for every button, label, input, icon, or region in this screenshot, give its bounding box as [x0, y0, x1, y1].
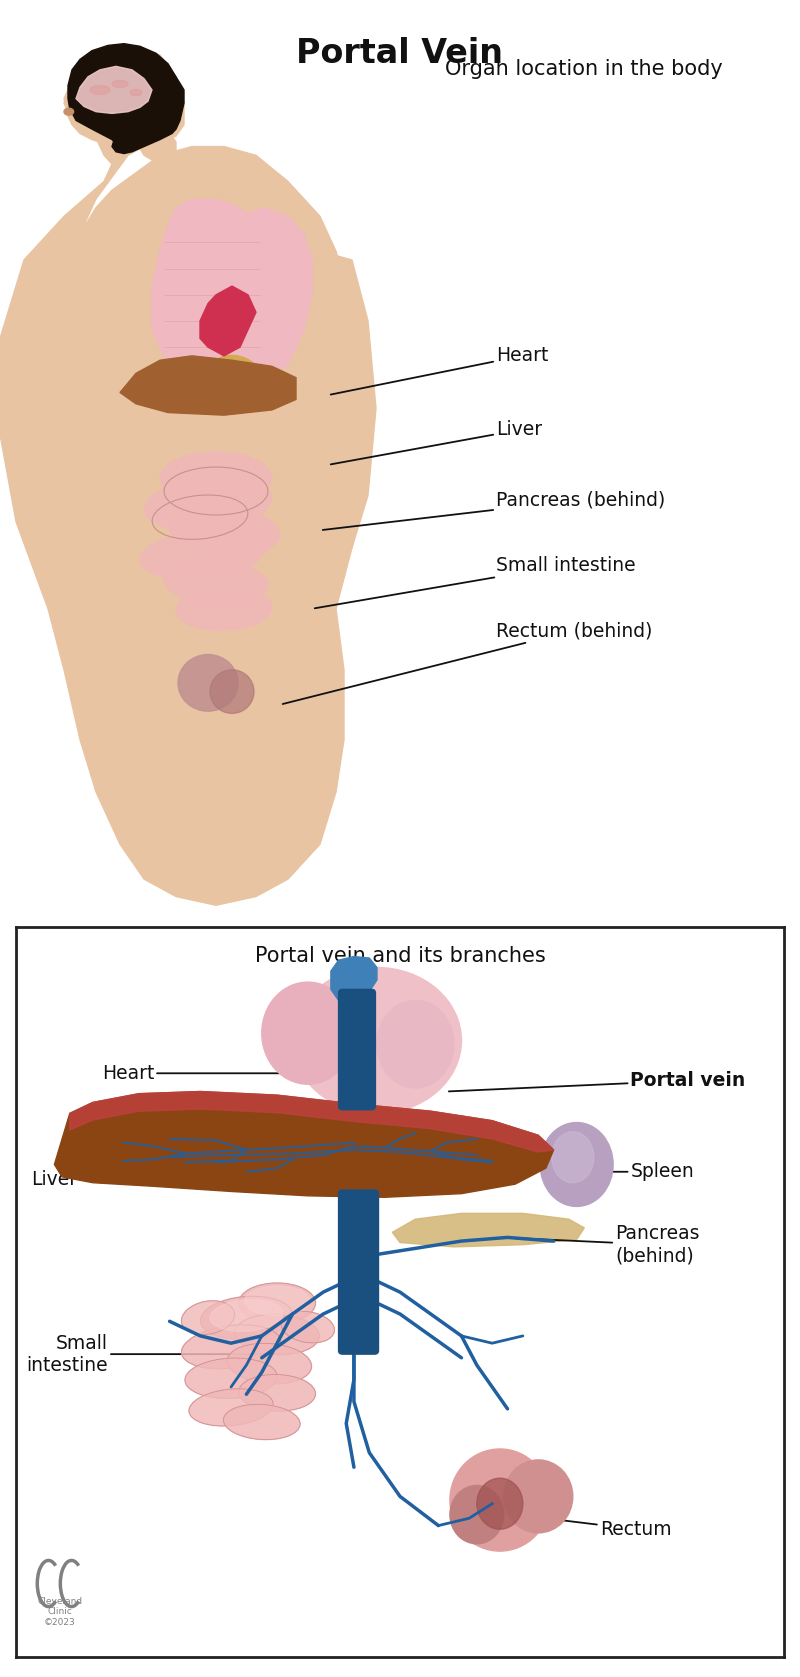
Ellipse shape — [245, 1286, 310, 1315]
Ellipse shape — [450, 1449, 550, 1551]
Text: Rectum: Rectum — [518, 1514, 671, 1539]
Text: Pancreas (behind): Pancreas (behind) — [322, 490, 666, 530]
Polygon shape — [70, 1092, 554, 1152]
Text: Portal vein and its branches: Portal vein and its branches — [254, 946, 546, 966]
Polygon shape — [120, 356, 296, 416]
Ellipse shape — [201, 1296, 292, 1338]
Ellipse shape — [450, 1486, 504, 1545]
Ellipse shape — [168, 506, 280, 555]
Ellipse shape — [238, 1283, 315, 1323]
Polygon shape — [200, 287, 256, 356]
Text: Cleveland
Clinic
©2023: Cleveland Clinic ©2023 — [38, 1597, 82, 1627]
Text: Liver: Liver — [330, 421, 542, 465]
Polygon shape — [76, 67, 152, 114]
Ellipse shape — [160, 451, 272, 505]
FancyBboxPatch shape — [338, 1191, 378, 1353]
Ellipse shape — [504, 1461, 573, 1533]
Ellipse shape — [235, 1315, 319, 1355]
Text: Heart: Heart — [102, 1063, 328, 1083]
Ellipse shape — [189, 1389, 273, 1425]
Text: Pancreas
(behind): Pancreas (behind) — [502, 1224, 699, 1264]
Text: Small
intestine: Small intestine — [26, 1333, 290, 1375]
Ellipse shape — [262, 983, 354, 1085]
Ellipse shape — [112, 80, 128, 87]
Polygon shape — [152, 200, 264, 382]
Ellipse shape — [208, 522, 272, 557]
Ellipse shape — [90, 86, 110, 94]
Text: Liver: Liver — [31, 1169, 206, 1189]
Ellipse shape — [540, 1122, 613, 1206]
Ellipse shape — [182, 1325, 281, 1368]
Polygon shape — [0, 47, 368, 906]
Text: Organ location in the body: Organ location in the body — [445, 59, 723, 79]
Ellipse shape — [238, 1375, 315, 1410]
Polygon shape — [392, 1214, 584, 1248]
Text: Spleen: Spleen — [549, 1162, 694, 1181]
Text: Rectum (behind): Rectum (behind) — [282, 620, 652, 704]
Polygon shape — [54, 1092, 554, 1197]
Ellipse shape — [477, 1477, 523, 1529]
Ellipse shape — [164, 560, 268, 605]
Ellipse shape — [214, 356, 258, 382]
Text: Small intestine: Small intestine — [314, 555, 636, 609]
Text: Portal vein: Portal vein — [449, 1072, 746, 1092]
Ellipse shape — [178, 654, 238, 711]
Ellipse shape — [176, 587, 272, 631]
Ellipse shape — [185, 1358, 277, 1399]
Polygon shape — [331, 956, 377, 999]
Polygon shape — [140, 136, 176, 164]
Ellipse shape — [64, 109, 74, 116]
Ellipse shape — [130, 89, 142, 96]
Text: Portal Vein: Portal Vein — [297, 37, 503, 70]
Ellipse shape — [182, 1301, 234, 1335]
Polygon shape — [208, 208, 312, 382]
Text: Heart: Heart — [330, 347, 548, 394]
Ellipse shape — [140, 532, 260, 580]
Ellipse shape — [282, 1311, 334, 1343]
Polygon shape — [64, 47, 184, 148]
Ellipse shape — [552, 1132, 594, 1182]
Ellipse shape — [377, 999, 454, 1088]
Ellipse shape — [227, 1343, 311, 1384]
Ellipse shape — [210, 669, 254, 713]
Ellipse shape — [144, 478, 272, 532]
Ellipse shape — [293, 968, 462, 1114]
FancyBboxPatch shape — [338, 989, 375, 1110]
Ellipse shape — [210, 1300, 282, 1332]
Ellipse shape — [160, 495, 224, 532]
Polygon shape — [320, 252, 376, 565]
Polygon shape — [68, 44, 184, 154]
Ellipse shape — [223, 1404, 300, 1439]
